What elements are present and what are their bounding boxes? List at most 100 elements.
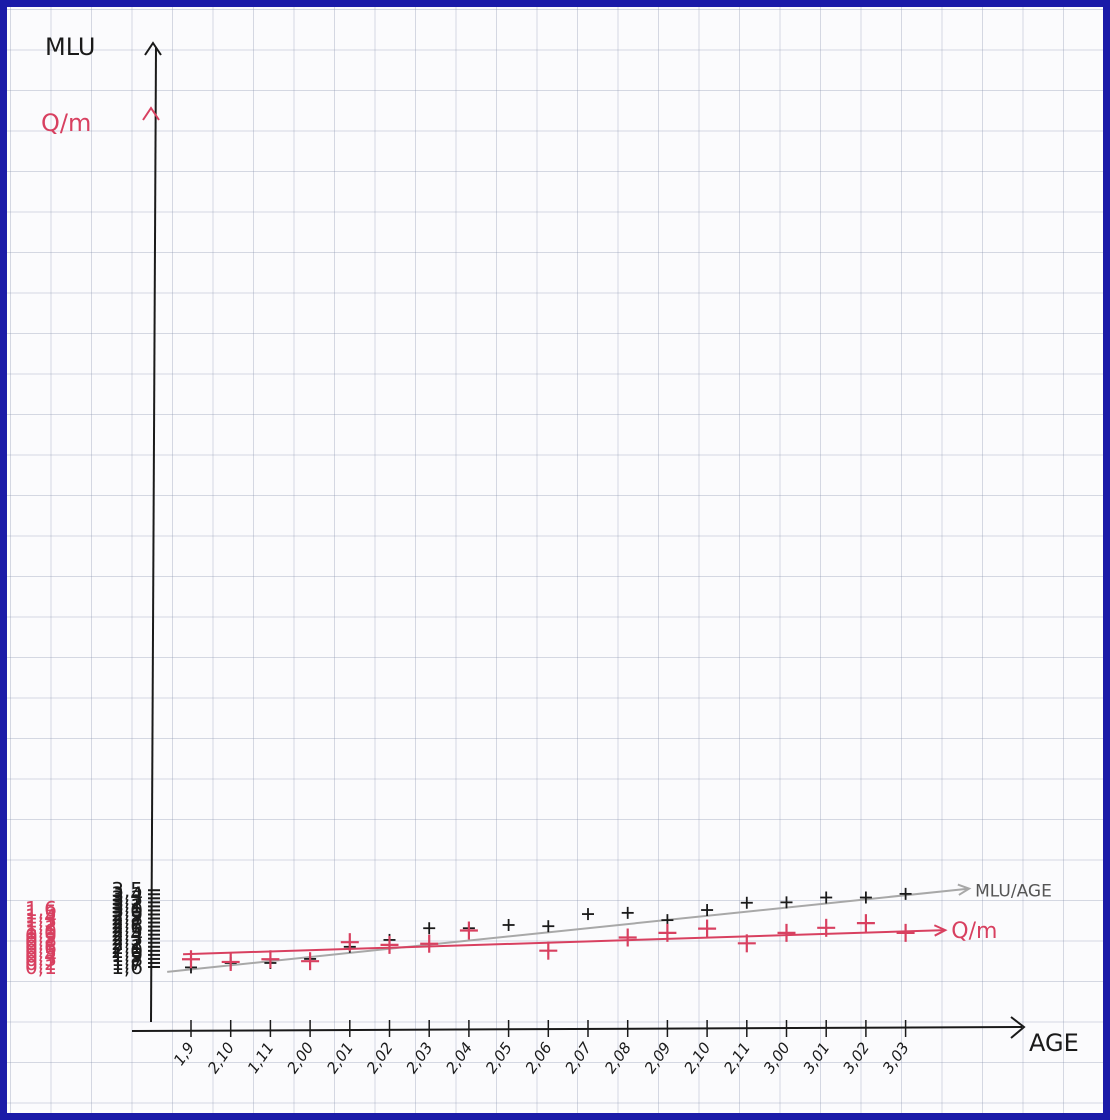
y-axis-label: MLU [45,33,95,61]
x-tick-label: 2,07 [561,1039,595,1077]
x-tick-label: 1,11 [244,1039,278,1077]
y-tick-label: 2,6 [111,915,143,939]
qm-point [459,921,478,940]
x-tick-label: 2,01 [323,1039,357,1077]
y2-tick-label: 1,6 [25,897,57,921]
qm-point [221,952,240,971]
y2-tick-label: 1,2 [25,912,57,936]
qm-point [737,934,756,953]
qm-point [380,935,399,954]
x-axis-arrow [1010,1016,1026,1039]
x-tick-label: 3,00 [760,1039,794,1077]
mlu-point [542,920,555,933]
x-tick-label: 2,11 [720,1039,754,1077]
y2-tick-label: 0,9 [25,924,57,948]
mlu-point [582,908,594,921]
x-axis [131,1026,1023,1032]
x-tick-label: 2,03 [403,1039,437,1077]
x-tick-label: 2,10 [204,1039,238,1077]
qm-point [698,919,717,938]
qm-point [618,928,637,947]
x-tick-label: 2,06 [522,1039,556,1077]
y-tick-label: 1,9 [111,943,143,967]
y2-tick-label: 1,5 [25,901,57,925]
qm-point [261,950,280,969]
y-tick-label: 2,1 [111,935,143,959]
x-tick-label: 3,03 [879,1039,913,1077]
mlu-point [780,896,793,909]
x-tick-label: 1,9 [170,1039,198,1069]
qm-point [301,952,320,971]
y2-tick-label: 0,3 [25,947,57,971]
y-tick-label: 3,3 [111,886,143,910]
y2-tick-label: 0,7 [25,932,57,956]
qm-point [539,941,558,960]
qm-point [420,934,439,953]
mlu-point [621,906,634,919]
trend-label: Q/m [951,919,997,944]
mlu-point [820,891,833,904]
mlu-point [859,891,872,904]
mlu-point [502,918,515,931]
x-tick-label: 2,08 [601,1039,635,1077]
qm-point [182,950,200,969]
x-tick-label: 3,01 [800,1039,834,1077]
y-tick-label: 1,8 [111,947,143,971]
chart-axes: MLU Q/m AGE [41,33,1079,1057]
qm-point [896,923,915,942]
x-tick-label: 2,02 [363,1039,397,1077]
qm-point [340,933,359,952]
y-tick-label: 2,2 [111,931,143,955]
trend-line [167,887,970,973]
y-tick-label: 2,7 [111,911,143,935]
y-axis-arrow [144,41,162,56]
y2-tick-label: 1,4 [25,905,57,929]
mlu-point [899,887,912,900]
y2-tick-label: 0,4 [25,943,57,967]
y2-tick-label: 0,8 [25,928,57,952]
trend-label: MLU/AGE [975,882,1052,902]
qm-point [856,914,875,933]
y-tick-label: 2,0 [111,939,143,963]
y2-tick-label: 1,3 [25,908,57,932]
y2-tick-label: 0,1 [25,955,57,979]
y-tick-label: 3,5 [111,878,143,902]
y-tick-label: 2,4 [111,923,143,947]
scatter-chart: MLU Q/m AGE 1,61,71,81,92,02,12,22,32,42… [25,33,1079,1077]
y2-tick-label: 0,6 [25,936,57,960]
y-tick-label: 1,6 [111,955,143,979]
y-tick-label: 2,3 [111,927,143,951]
x-tick-label: 3,02 [839,1039,873,1077]
x-tick-label: 2,10 [680,1039,714,1077]
mlu-point [423,922,436,935]
y2-axis-label: Q/m [41,109,91,137]
y-tick-label: 3,1 [111,894,143,918]
qm-point [817,918,836,937]
trend-line [183,929,946,956]
y-tick-label: 2,9 [111,902,143,926]
y2-tick-label: 1,1 [25,916,57,940]
y-axis [150,46,157,1023]
y-tick-label: 1,7 [111,951,143,975]
y-tick-label: 3,2 [111,890,143,914]
x-axis-label: AGE [1029,1029,1079,1057]
trend-arrowhead [933,924,948,937]
y2-axis-arrow [142,106,160,121]
x-tick-label: 2,00 [283,1039,317,1077]
qm-point [777,923,796,942]
y2-tick-label: 1,0 [25,920,57,944]
x-tick-label: 2,09 [641,1039,675,1077]
y2-tick-label: 0,2 [25,951,57,975]
y-tick-label: 2,8 [111,907,143,931]
y-tick-label: 3,4 [111,882,143,906]
y2-tick-label: 0,5 [25,939,57,963]
trend-arrowhead [957,883,972,896]
y-tick-label: 2,5 [111,919,143,943]
x-tick-label: 2,04 [442,1039,476,1077]
y-tick-label: 3,0 [111,898,143,922]
x-tick-label: 2,05 [482,1039,516,1077]
mlu-point [740,896,753,909]
mlu-point [701,904,714,917]
qm-point [658,923,677,942]
